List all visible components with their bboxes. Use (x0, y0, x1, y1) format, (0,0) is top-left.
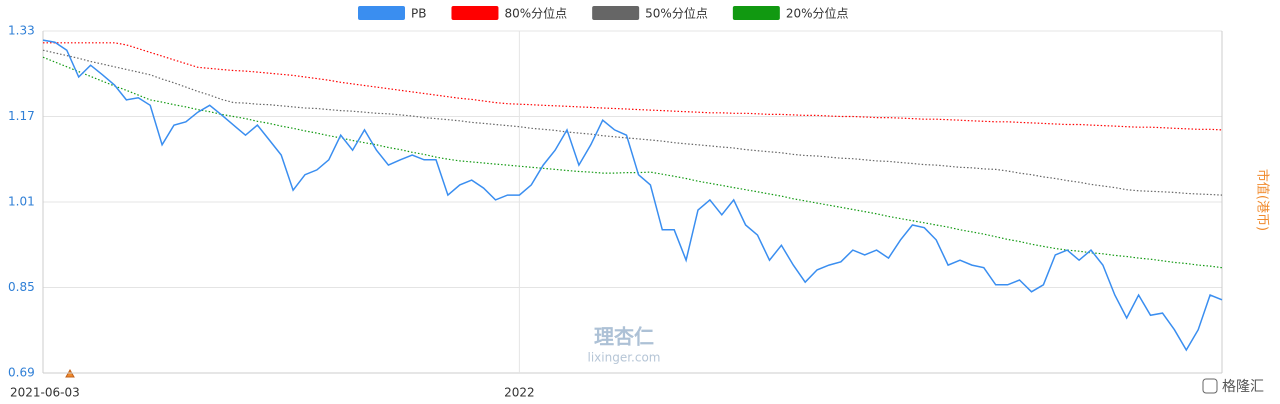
legend-item: 20%分位点 (732, 6, 849, 21)
source-logo (1202, 378, 1218, 394)
y-tick-label: 0.69 (8, 366, 35, 380)
legend-item: PB (358, 6, 426, 21)
legend-swatch (732, 6, 780, 20)
y-tick-label: 1.01 (8, 195, 35, 209)
legend-label: 50%分位点 (645, 6, 708, 21)
legend-label: 80%分位点 (504, 6, 567, 21)
legend-swatch (451, 6, 499, 20)
y2-axis-label: 市值(港币) (1255, 169, 1271, 231)
watermark-site: lixinger.com (588, 351, 661, 365)
x-tick-label: 2022 (504, 386, 535, 400)
source-watermark: 格隆汇 (1222, 379, 1264, 395)
series-line (42, 39, 1223, 352)
y-tick-label: 1.17 (8, 109, 35, 123)
grid (42, 30, 1223, 374)
y-tick-label: 0.85 (8, 280, 35, 294)
legend-swatch (358, 6, 405, 20)
x-tick-label: 2021-06-03 (10, 386, 80, 400)
legend-swatch (592, 6, 640, 20)
legend-label: PB (411, 7, 426, 21)
legend-label: 20%分位点 (786, 6, 849, 21)
series-line (42, 56, 1223, 269)
watermark: 理杏仁 lixinger.com (588, 325, 661, 365)
series-line (43, 42, 1223, 131)
watermark-name: 理杏仁 (594, 325, 654, 349)
series-line (42, 49, 1223, 196)
y-tick-label: 1.33 (8, 24, 35, 38)
legend-item: 80%分位点 (451, 6, 567, 21)
legend-item: 50%分位点 (592, 6, 708, 21)
